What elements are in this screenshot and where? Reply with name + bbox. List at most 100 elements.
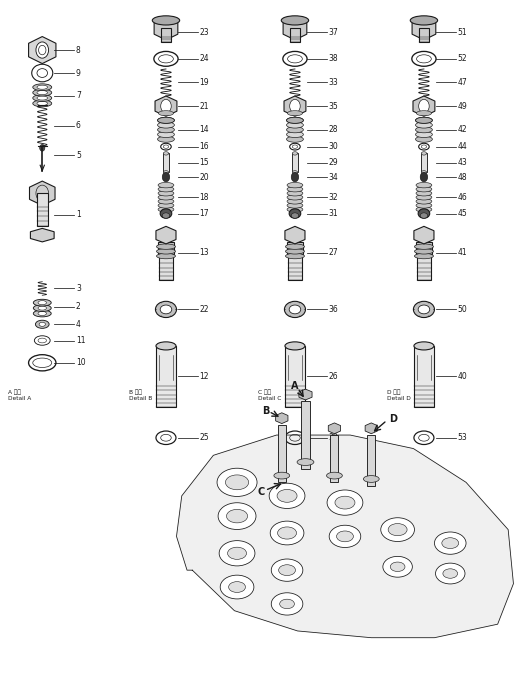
Text: C: C	[257, 487, 264, 497]
Ellipse shape	[39, 322, 45, 326]
Ellipse shape	[415, 122, 433, 128]
Ellipse shape	[416, 183, 432, 188]
Ellipse shape	[415, 136, 433, 142]
Ellipse shape	[415, 117, 433, 123]
Ellipse shape	[416, 203, 432, 208]
Ellipse shape	[327, 490, 363, 516]
Text: 34: 34	[329, 172, 338, 182]
Ellipse shape	[381, 518, 414, 541]
Text: 27: 27	[329, 248, 338, 257]
Text: D: D	[389, 414, 397, 424]
Polygon shape	[177, 435, 513, 637]
Ellipse shape	[36, 320, 49, 328]
Ellipse shape	[158, 191, 174, 196]
Ellipse shape	[414, 244, 434, 249]
Ellipse shape	[269, 484, 305, 509]
Text: 50: 50	[458, 305, 468, 314]
Polygon shape	[365, 423, 377, 434]
Ellipse shape	[435, 532, 466, 554]
Ellipse shape	[415, 131, 433, 138]
Ellipse shape	[285, 301, 305, 317]
Text: C 詳細
Detail C: C 詳細 Detail C	[258, 389, 281, 401]
Ellipse shape	[388, 524, 407, 536]
Circle shape	[162, 172, 170, 182]
Ellipse shape	[287, 187, 303, 192]
Ellipse shape	[287, 117, 303, 123]
Ellipse shape	[287, 199, 303, 204]
Ellipse shape	[287, 111, 303, 116]
Bar	[301, 401, 310, 469]
Ellipse shape	[286, 244, 304, 249]
Ellipse shape	[337, 531, 353, 542]
Text: B 詳細
Detail B: B 詳細 Detail B	[129, 389, 152, 401]
Ellipse shape	[37, 69, 47, 78]
Ellipse shape	[286, 253, 304, 259]
Text: 23: 23	[200, 28, 209, 37]
Text: 20: 20	[200, 172, 209, 182]
Ellipse shape	[33, 89, 52, 96]
Text: 21: 21	[200, 101, 209, 110]
Ellipse shape	[417, 111, 431, 116]
Ellipse shape	[228, 548, 246, 559]
Ellipse shape	[158, 183, 174, 188]
Text: 30: 30	[329, 142, 338, 151]
Ellipse shape	[292, 152, 297, 155]
Text: 32: 32	[329, 193, 338, 202]
Ellipse shape	[418, 305, 430, 314]
Text: A 詳細
Detail A: A 詳細 Detail A	[8, 389, 31, 401]
Text: 5: 5	[76, 151, 81, 160]
Ellipse shape	[158, 195, 174, 200]
Ellipse shape	[38, 311, 46, 315]
Text: 33: 33	[329, 78, 338, 87]
Ellipse shape	[443, 569, 458, 578]
Ellipse shape	[38, 300, 46, 304]
Ellipse shape	[289, 305, 301, 314]
Ellipse shape	[410, 16, 438, 25]
Bar	[37, 193, 47, 225]
Ellipse shape	[270, 521, 304, 545]
Text: 13: 13	[200, 248, 209, 257]
Circle shape	[39, 144, 45, 151]
Circle shape	[36, 42, 48, 58]
Polygon shape	[413, 96, 435, 116]
Text: 2: 2	[76, 302, 81, 311]
Ellipse shape	[327, 472, 342, 479]
Ellipse shape	[156, 253, 176, 259]
Ellipse shape	[287, 131, 303, 138]
Polygon shape	[29, 181, 55, 206]
Ellipse shape	[34, 304, 51, 311]
Ellipse shape	[277, 490, 297, 503]
Ellipse shape	[229, 582, 245, 592]
Ellipse shape	[291, 213, 298, 218]
Polygon shape	[154, 17, 178, 40]
Ellipse shape	[37, 101, 47, 106]
Ellipse shape	[289, 209, 301, 218]
Text: 17: 17	[200, 209, 209, 218]
Polygon shape	[276, 413, 288, 424]
Ellipse shape	[442, 538, 459, 548]
Ellipse shape	[158, 199, 174, 204]
Ellipse shape	[158, 207, 174, 212]
Text: 19: 19	[200, 78, 209, 87]
Ellipse shape	[416, 191, 432, 196]
Ellipse shape	[152, 16, 180, 25]
Ellipse shape	[287, 127, 303, 133]
Text: 48: 48	[458, 172, 467, 182]
Bar	[278, 425, 286, 482]
Text: 26: 26	[329, 372, 338, 381]
Ellipse shape	[436, 563, 465, 584]
Text: A: A	[291, 381, 299, 392]
Bar	[367, 435, 375, 486]
Text: 24: 24	[200, 54, 209, 63]
Ellipse shape	[297, 459, 314, 465]
Circle shape	[420, 172, 428, 182]
Polygon shape	[414, 226, 434, 244]
Ellipse shape	[280, 599, 294, 609]
Ellipse shape	[32, 64, 53, 82]
Text: 46: 46	[458, 193, 468, 202]
Text: 43: 43	[458, 159, 468, 168]
Text: 37: 37	[329, 28, 338, 37]
Ellipse shape	[416, 187, 432, 192]
Ellipse shape	[157, 117, 174, 123]
Ellipse shape	[421, 171, 427, 174]
